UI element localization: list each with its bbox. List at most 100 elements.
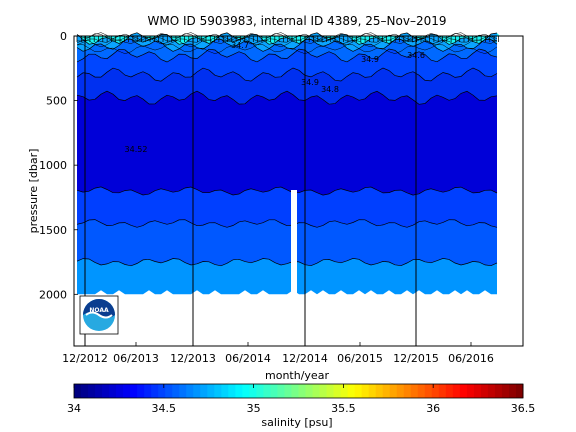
contour-line [76, 44, 498, 54]
colorbar-cell [340, 384, 349, 398]
x-tick-label: 06/2016 [448, 352, 494, 365]
colorbar-tick-label: 36.5 [511, 402, 536, 415]
colorbar-cell [312, 384, 321, 398]
y-axis-label: pressure [dbar] [27, 149, 40, 234]
colorbar-ticks: 34 34.5 35 35.5 36 36.5 [67, 384, 535, 415]
year-lines [84, 36, 417, 346]
colorbar-cell [242, 384, 250, 398]
salinity-band [77, 49, 497, 82]
salinity-band [77, 186, 497, 228]
chart-title: WMO ID 5903983, internal ID 4389, 25–Nov… [148, 14, 447, 28]
colorbar-cell [361, 384, 370, 398]
salinity-band [77, 219, 497, 266]
colorbar-cell [452, 384, 461, 398]
colorbar-cell [445, 384, 454, 398]
salinity-band [77, 39, 497, 62]
x-tick-label: 12/2015 [393, 352, 439, 365]
noaa-logo: NOAA [79, 295, 119, 335]
x-axis-label: month/year [265, 369, 329, 382]
contour-label: 34.9 [361, 55, 379, 64]
colorbar-cell [207, 384, 215, 398]
colorbar-cell [417, 384, 426, 398]
colorbar-tick-label: 35 [247, 402, 261, 415]
colorbar-cell [81, 384, 89, 398]
colorbar-cell [235, 384, 243, 398]
y-tick-label: 2000 [39, 288, 67, 301]
contour-label: 34.7 [231, 41, 249, 50]
colorbar-cell [403, 384, 412, 398]
colorbar-cell [130, 384, 138, 398]
salinity-bands [77, 32, 500, 295]
colorbar-cell [249, 384, 257, 398]
colorbar-cell [291, 384, 299, 398]
x-tick-label: 06/2014 [225, 352, 271, 365]
colorbar-cell [319, 384, 328, 398]
colorbar-cell [459, 384, 468, 398]
contour-line [76, 36, 498, 48]
y-tick-label: 1500 [39, 224, 67, 237]
x-tick-label: 12/2013 [170, 352, 216, 365]
contour-label: 34.9 [301, 78, 319, 87]
colorbar-cell [102, 384, 110, 398]
colorbar-cell [144, 384, 152, 398]
plot-frame [73, 35, 524, 347]
colorbar-cell [473, 384, 482, 398]
colorbar-cell [165, 384, 173, 398]
colorbar-cell [487, 384, 496, 398]
colorbar-cell [326, 384, 335, 398]
colorbar-cell [256, 384, 264, 398]
y-tick-label: 500 [46, 95, 67, 108]
contour-line [76, 32, 498, 45]
colorbar-cells [74, 384, 524, 398]
colorbar-tick-label: 35.5 [331, 402, 356, 415]
colorbar-cell [228, 384, 236, 398]
colorbar-label: salinity [psu] [261, 416, 332, 429]
colorbar-cell [74, 384, 82, 398]
x-axis-ticks: 12/2012 06/2013 12/2013 06/2014 12/2014 06/20… [62, 342, 494, 365]
colorbar-tick-label: 34 [67, 402, 81, 415]
colorbar-cell [424, 384, 433, 398]
colorbar-cell [179, 384, 187, 398]
colorbar-cell [494, 384, 503, 398]
colorbar-cell [277, 384, 285, 398]
salinity-band [77, 91, 497, 196]
contour-line [76, 67, 498, 82]
colorbar-cell [375, 384, 384, 398]
data-gap [291, 190, 297, 295]
x-tick-label: 12/2014 [282, 352, 328, 365]
colorbar: 34 34.5 35 35.5 36 36.5 salinity [psu] [67, 383, 535, 429]
colorbar-cell [200, 384, 208, 398]
y-tick-label: 1000 [39, 159, 67, 172]
contour-line [76, 33, 498, 43]
colorbar-tick-label: 34.5 [152, 402, 177, 415]
colorbar-cell [501, 384, 510, 398]
colorbar-cell [172, 384, 180, 398]
colorbar-cell [151, 384, 159, 398]
colorbar-cell [88, 384, 96, 398]
contour-line [76, 34, 498, 46]
contour-label: 34.8 [321, 85, 339, 94]
colorbar-cell [193, 384, 201, 398]
colorbar-cell [333, 384, 342, 398]
salinity-band [77, 32, 500, 45]
colorbar-cell [368, 384, 377, 398]
y-axis-ticks: 0 500 1000 1500 2000 [39, 30, 78, 301]
colorbar-cell [270, 384, 278, 398]
colorbar-cell [109, 384, 117, 398]
colorbar-cell [158, 384, 166, 398]
colorbar-cell [116, 384, 124, 398]
colorbar-cell [431, 384, 440, 398]
colorbar-cell [305, 384, 314, 398]
profile-ticks [76, 36, 499, 42]
colorbar-cell [284, 384, 292, 398]
colorbar-cell [396, 384, 405, 398]
colorbar-cell [389, 384, 398, 398]
colorbar-cell [480, 384, 489, 398]
y-tick-label: 0 [60, 30, 67, 43]
colorbar-cell [466, 384, 475, 398]
colorbar-cell [410, 384, 419, 398]
x-tick-label: 06/2013 [113, 352, 159, 365]
colorbar-cell [214, 384, 222, 398]
